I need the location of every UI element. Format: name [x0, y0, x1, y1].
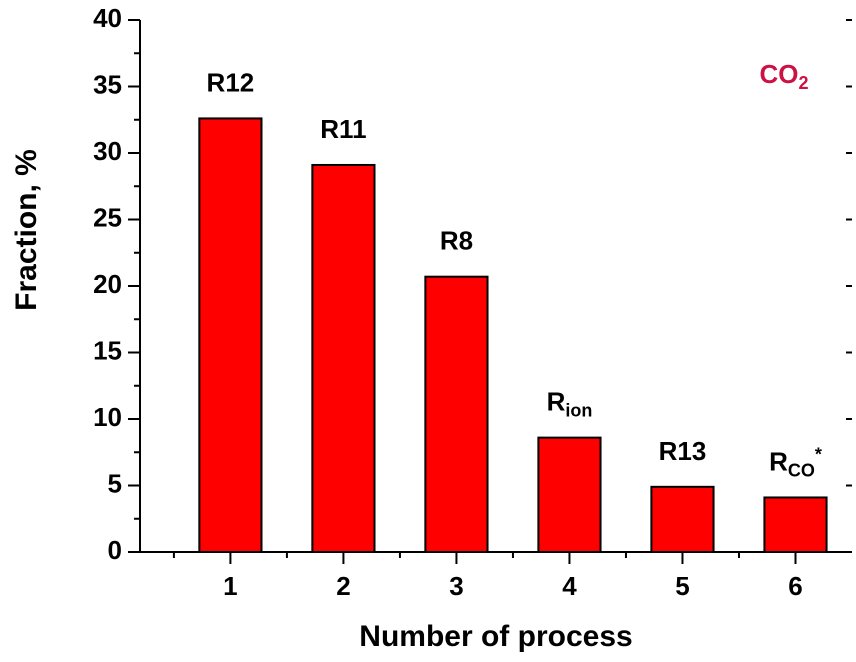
x-tick-label: 4 [562, 571, 577, 601]
label: RCO* [769, 444, 822, 480]
bar [763, 496, 828, 553]
label-base: R12 [207, 67, 255, 97]
y-tick-label: 40 [93, 3, 122, 33]
label: R13 [659, 436, 707, 466]
y-tick-label: 10 [93, 402, 122, 432]
label-sub: CO [788, 460, 815, 480]
x-tick-label: 5 [675, 571, 689, 601]
label: R12 [207, 67, 255, 97]
label-sub: ion [565, 400, 592, 420]
label: CO2 [759, 59, 808, 93]
bar [424, 275, 489, 553]
y-tick-label: 30 [93, 136, 122, 166]
y-tick-label: 5 [108, 468, 122, 498]
y-axis-title: Fraction, % [10, 149, 43, 311]
y-tick-label: 0 [108, 535, 122, 565]
bar [311, 163, 376, 553]
x-tick-label: 1 [223, 571, 237, 601]
label: Rion [547, 386, 593, 420]
bar [198, 117, 263, 553]
label-base: R13 [659, 436, 707, 466]
label-base: R8 [440, 226, 473, 256]
bar [650, 485, 715, 553]
label: R8 [440, 226, 473, 256]
y-tick-label: 15 [93, 335, 122, 365]
label-sub: 2 [798, 73, 808, 93]
label-sup: * [815, 444, 822, 464]
y-tick-label: 20 [93, 269, 122, 299]
x-tick-label: 2 [336, 571, 350, 601]
label-base: R [547, 386, 566, 416]
y-tick-label: 35 [93, 69, 122, 99]
bar [537, 436, 602, 553]
label: R11 [320, 114, 366, 144]
x-axis-title: Number of process [359, 620, 632, 653]
x-tick-label: 6 [788, 571, 802, 601]
y-tick-label: 25 [93, 202, 122, 232]
x-tick-label: 3 [449, 571, 463, 601]
label-base: CO [759, 59, 798, 89]
label-base: R11 [320, 114, 366, 144]
label-base: R [769, 446, 788, 476]
